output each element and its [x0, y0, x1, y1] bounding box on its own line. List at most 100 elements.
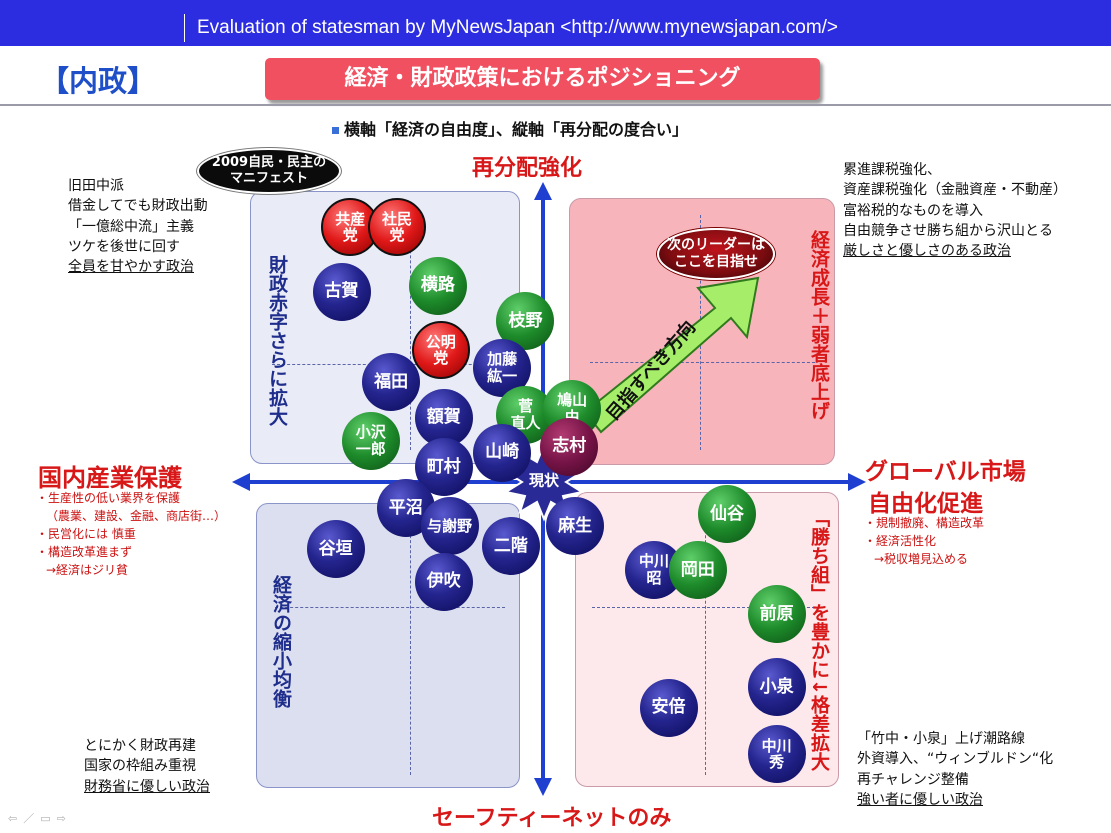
- data-point: 麻生: [546, 496, 605, 555]
- next-leader-line: ここを目指せ: [674, 254, 758, 270]
- data-point-label: 菅: [517, 397, 533, 416]
- data-point-label: 昭: [646, 568, 662, 587]
- note-bottom-left: とにかく財政再建 国家の枠組み重視 財務省に優しい政治: [84, 736, 210, 797]
- note-line: ・規制撤廃、構造改革: [864, 516, 985, 530]
- manifesto-line: マニフェスト: [229, 171, 308, 186]
- data-point-label: 共産: [335, 209, 366, 228]
- note-line: 国家の枠組み重視: [84, 758, 196, 775]
- y-axis-top-label: 再分配強化: [472, 156, 583, 181]
- note-line: 自由競争させ勝ち組から沢山とる: [843, 222, 1053, 239]
- quadrant-label-bottom-left: 経済の縮小均衡: [269, 575, 292, 708]
- note-line: 強い者に優しい政治: [857, 791, 983, 808]
- note-line: 富裕税的なものを導入: [843, 202, 983, 219]
- quadrant-guide-line: [592, 607, 820, 608]
- quadrant-guide-line: [590, 362, 815, 363]
- slide-nav: ⇦／▭⇨: [8, 810, 72, 826]
- quadrant-bottom-left: [256, 503, 520, 788]
- data-point-label: 一郎: [355, 439, 386, 458]
- header-separator: [184, 14, 185, 42]
- data-point-label: 秀: [769, 753, 785, 772]
- current-state-label: 現状: [528, 471, 560, 490]
- note-line: とにかく財政再建: [84, 738, 196, 754]
- data-point-label: 鳩山: [557, 391, 588, 410]
- header-bar: Evaluation of statesman by MyNewsJapan <…: [0, 0, 1111, 46]
- page-title: 経済・財政政策におけるポジショニング: [265, 58, 820, 100]
- next-leader-line: 次のリーダーは: [667, 236, 765, 253]
- note-line: 「竹中・小泉」上げ潮路線: [857, 731, 1025, 747]
- quadrant-guide-line: [705, 510, 706, 775]
- data-point: 小沢 一郎: [341, 411, 400, 470]
- data-point-label: 横路: [420, 275, 455, 296]
- data-point: 社民党: [368, 198, 426, 257]
- data-point-label: 町村: [426, 457, 461, 477]
- data-point: 額賀: [414, 388, 473, 447]
- target-direction-arrow: [583, 276, 760, 434]
- note-left-red: ・生産性の低い業界を保護 （農業、建設、金融、商店街…） ・民営化には 慎重 ・構造改…: [36, 489, 226, 579]
- x-axis-right-label-line2: 自由化促進: [868, 491, 983, 517]
- data-point-label: 二階: [493, 536, 528, 557]
- note-line: ・構造改革進まず: [36, 545, 133, 559]
- data-point-label: 伊吹: [426, 571, 461, 592]
- axis-description-text: 横軸「経済の自由度」、縦軸「再分配の度合い」: [344, 120, 689, 139]
- note-line: 旧田中派: [68, 178, 124, 194]
- data-point-label: 志村: [552, 436, 587, 457]
- note-line: ・経済活性化: [864, 534, 937, 548]
- bullet-square-icon: [332, 127, 339, 134]
- data-point-label: 額賀: [426, 407, 461, 428]
- note-top-left: 旧田中派借金してでも財政出動 「一億総中流」主義 ツケを後世に回す 全員を甘やかす政治: [68, 176, 208, 277]
- data-point-label: 直人: [510, 413, 541, 432]
- data-point: 中川昭: [624, 540, 683, 599]
- data-point-label: 小沢: [355, 423, 386, 442]
- data-point-label: 社民: [381, 209, 412, 228]
- data-point-label: 党: [342, 226, 358, 245]
- data-point: 谷垣: [306, 520, 365, 579]
- note-line: 財務省に優しい政治: [84, 778, 210, 795]
- data-point: 前原: [747, 584, 806, 643]
- data-point: 伊吹: [414, 552, 473, 611]
- data-point: 仙谷: [697, 485, 756, 544]
- data-point: 安倍: [639, 678, 698, 737]
- note-line: ・民営化には 慎重: [36, 527, 136, 541]
- note-right-red: ・規制撤廃、構造改革 ・経済活性化 →税収増見込める: [864, 514, 984, 568]
- quadrant-guide-line: [275, 607, 505, 608]
- arrow-right-icon[interactable]: ⇨: [56, 812, 72, 825]
- data-point: 与謝野: [420, 496, 479, 555]
- data-point-label: 山崎: [485, 442, 520, 463]
- note-line: 再チャレンジ整備: [857, 771, 969, 788]
- data-point-label: 党: [389, 226, 405, 245]
- manifesto-callout: 2009自民・民主の マニフェスト: [197, 148, 341, 194]
- x-axis-left-arrowhead: [232, 473, 250, 491]
- data-point: 志村: [540, 417, 599, 476]
- data-point-label: 前原: [759, 603, 794, 624]
- data-point-label: 党: [433, 349, 449, 368]
- y-axis-bottom-label: セーフティーネットのみ: [432, 806, 672, 831]
- data-point-label: 岡田: [680, 559, 715, 580]
- note-line: ・生産性の低い業界を保護: [36, 491, 181, 505]
- note-line: →税収増見込める: [874, 552, 969, 566]
- note-line: （農業、建設、金融、商店街…）: [46, 509, 227, 523]
- y-axis-bottom-arrowhead: [534, 778, 552, 796]
- section-tag: 【内政】: [40, 64, 157, 98]
- data-point-label: 公明: [425, 332, 456, 351]
- data-point-label: 中川: [761, 736, 792, 755]
- note-line: 厳しさと優しさのある政治: [843, 243, 1011, 260]
- note-top-right: 累進課税強化、 資産課税強化（金融資産・不動産） 富裕税的なものを導入 自由競争させ勝…: [843, 160, 1067, 261]
- note-line: 「一億総中流」主義: [68, 218, 194, 235]
- note-bottom-right: 「竹中・小泉」上げ潮路線 外資導入、“ウィンブルドン“化 再チャレンジ整備 強い者に優…: [857, 729, 1053, 810]
- x-axis-right-arrowhead: [848, 473, 866, 491]
- data-point: 横路: [408, 256, 467, 315]
- data-point-label: 中川: [638, 552, 669, 571]
- arrow-left-icon[interactable]: ⇦: [8, 812, 24, 825]
- quadrant-label-top-right: 経済成長＋弱者底上げ: [807, 230, 830, 420]
- pen-icon[interactable]: ／: [23, 812, 41, 825]
- note-line: 借金してでも財政出動: [68, 198, 208, 215]
- data-point-label: 小泉: [759, 676, 794, 697]
- x-axis-left-label: 国内産業保護: [38, 464, 182, 492]
- quadrant-guide-line: [410, 210, 411, 450]
- data-point: 福田: [362, 353, 421, 412]
- data-point: 加藤 紘一: [473, 338, 532, 397]
- note-line: ツケを後世に回す: [68, 238, 180, 255]
- data-point-label: 平沼: [388, 498, 423, 519]
- note-line: 全員を甘やかす政治: [68, 259, 194, 276]
- menu-icon[interactable]: ▭: [40, 812, 57, 825]
